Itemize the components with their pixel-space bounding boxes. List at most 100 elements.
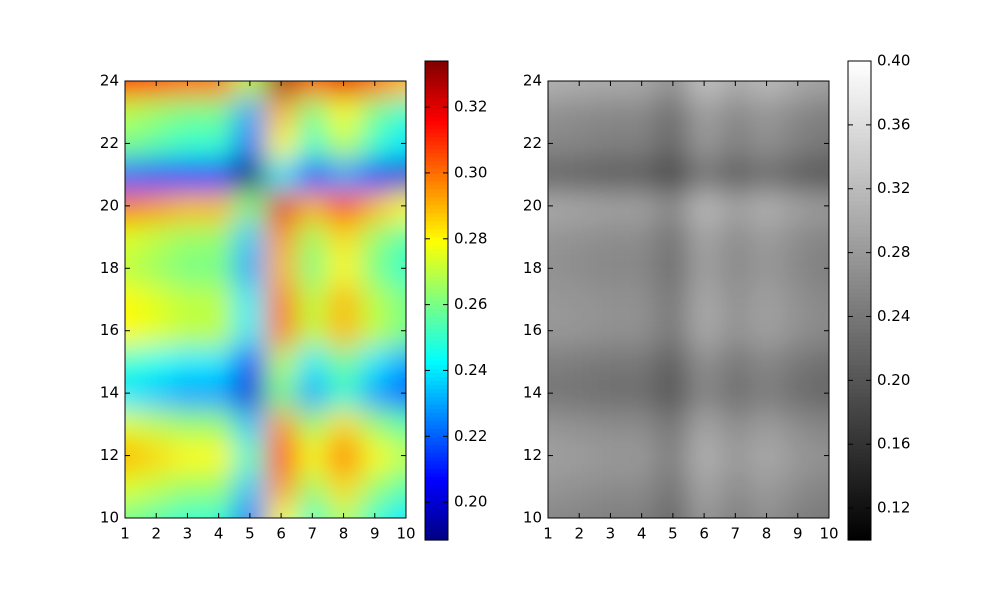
heatmap-cell xyxy=(594,81,628,98)
heatmap-cell xyxy=(782,159,815,192)
colorbar-segment xyxy=(425,268,448,274)
colorbar-segment xyxy=(425,200,448,206)
colorbar-tick-label: 0.20 xyxy=(454,493,487,511)
heatmap-cell xyxy=(594,408,628,441)
heatmap-cell xyxy=(265,315,298,348)
heatmap-cell xyxy=(203,159,236,192)
heatmap-cell xyxy=(657,471,690,504)
colorbar-segment xyxy=(425,116,448,122)
colorbar-segment xyxy=(848,252,871,258)
heatmap-cell xyxy=(125,221,142,254)
colorbar-segment xyxy=(425,368,448,373)
heatmap-cell xyxy=(626,252,659,285)
heatmap-cell xyxy=(125,471,142,504)
heatmap-cell xyxy=(203,252,236,285)
colorbar-segment xyxy=(848,344,871,349)
y-tick-label: 22 xyxy=(523,134,542,152)
heatmap-cell xyxy=(594,471,628,504)
colorbar-tick-label: 0.16 xyxy=(877,435,910,453)
colorbar-segment xyxy=(425,372,448,377)
colorbar-segment xyxy=(425,440,448,445)
heatmap-cell xyxy=(234,96,267,129)
x-tick-label: 2 xyxy=(151,525,161,543)
colorbar-segment xyxy=(848,96,871,102)
colorbar-segment xyxy=(425,308,448,314)
heatmap-cell xyxy=(782,127,815,161)
heatmap-cell xyxy=(359,471,392,504)
heatmap-cell xyxy=(782,502,815,518)
heatmap-cell xyxy=(140,159,173,192)
heatmap-cell xyxy=(359,81,392,98)
heatmap-cell xyxy=(750,190,784,223)
heatmap-cell xyxy=(234,502,267,518)
heatmap-cell xyxy=(719,127,752,161)
colorbar-tick-label: 0.32 xyxy=(877,179,910,197)
colorbar-segment xyxy=(425,84,448,90)
heatmap-cell xyxy=(171,377,205,410)
heatmap-cell xyxy=(719,221,752,254)
heatmap-cell xyxy=(626,346,659,379)
heatmap-cell xyxy=(390,96,406,129)
heatmap-cell xyxy=(626,377,659,410)
heatmap-cell xyxy=(203,315,236,348)
heatmap-cell xyxy=(171,81,205,98)
heatmap-cell xyxy=(719,159,752,192)
y-tick-label: 16 xyxy=(100,321,119,339)
colorbar-segment xyxy=(848,240,871,246)
colorbar-segment xyxy=(425,468,448,473)
axes-frame xyxy=(124,80,407,519)
heatmap-cell xyxy=(140,221,173,254)
colorbar-segment xyxy=(425,324,448,330)
colorbar-segment xyxy=(425,464,448,469)
colorbar-segment xyxy=(425,108,448,114)
colorbar-segment xyxy=(425,312,448,318)
colorbar-tick-label: 0.30 xyxy=(454,163,487,181)
colorbar-segment xyxy=(848,384,871,389)
colorbar-segment xyxy=(425,484,448,489)
heatmap-cell xyxy=(171,221,205,254)
colorbar-segment xyxy=(848,532,871,537)
heatmap-cell xyxy=(265,439,298,473)
heatmap-cell xyxy=(125,127,142,161)
colorbar-segment xyxy=(848,380,871,385)
colorbar-segment xyxy=(848,352,871,357)
colorbar-segment xyxy=(848,340,871,346)
heatmap-cell xyxy=(626,502,659,518)
heatmap-cell xyxy=(688,346,721,379)
colorbar-segment xyxy=(425,64,448,70)
heatmap-cell xyxy=(140,471,173,504)
colorbar-segment xyxy=(425,144,448,150)
colorbar-segment xyxy=(848,308,871,314)
heatmap-cell xyxy=(563,471,596,504)
heatmap-cell xyxy=(390,315,406,348)
heatmap-cell xyxy=(296,439,329,473)
heatmap-cell xyxy=(327,377,361,410)
heatmap-cell xyxy=(594,283,628,317)
colorbar-segment xyxy=(848,536,871,541)
colorbar-segment xyxy=(848,268,871,274)
colorbar-segment xyxy=(425,360,448,365)
heatmap-cell xyxy=(594,127,628,161)
colorbar-segment xyxy=(848,408,871,413)
colorbar-segment xyxy=(425,316,448,322)
heatmap-cell xyxy=(548,127,565,161)
heatmap-cell xyxy=(234,377,267,410)
heatmap-cell xyxy=(626,96,659,129)
colorbar-segment xyxy=(848,212,871,218)
heatmap-cell xyxy=(750,315,784,348)
colorbar-segment xyxy=(425,512,448,517)
colorbar-segment xyxy=(425,392,448,397)
heatmap-cell xyxy=(594,252,628,285)
heatmap-cell xyxy=(265,346,298,379)
colorbar-segment xyxy=(425,408,448,413)
colorbar-segment xyxy=(425,164,448,170)
heatmap-cell xyxy=(359,439,392,473)
colorbar-segment xyxy=(848,220,871,226)
x-tick-label: 8 xyxy=(762,525,772,543)
heatmap-cell xyxy=(563,252,596,285)
heatmap-cell xyxy=(203,439,236,473)
heatmap-cell xyxy=(750,159,784,192)
heatmap-cell xyxy=(171,252,205,285)
colorbar-segment xyxy=(848,164,871,170)
colorbar-segment xyxy=(848,276,871,282)
